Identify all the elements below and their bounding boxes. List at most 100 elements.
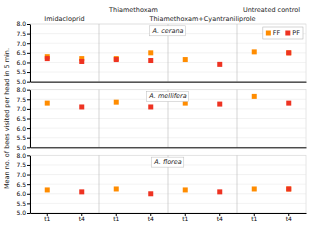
point bbox=[217, 102, 222, 107]
marks bbox=[45, 49, 292, 66]
y-tick: 5.0 bbox=[16, 209, 30, 216]
y-tick-label: 6.5 bbox=[16, 115, 26, 122]
panel-title-text: A. florea bbox=[153, 158, 182, 166]
group-divider bbox=[237, 155, 238, 213]
group-label: Imidacloprid bbox=[44, 15, 84, 23]
y-axis: 5.0 5.5 6.0 6.5 7.0 7.5 8.0 bbox=[16, 86, 30, 151]
group-divider bbox=[99, 155, 100, 213]
panel-title: A. mellifera bbox=[146, 91, 188, 101]
x-tick-label: t1 bbox=[44, 215, 50, 222]
panel-title-text: A. mellifera bbox=[148, 92, 186, 100]
y-tick-mark bbox=[27, 43, 30, 44]
y-tick: 6.0 bbox=[16, 190, 30, 197]
x-tick: t4 bbox=[286, 213, 292, 222]
point bbox=[79, 189, 84, 194]
y-tick-label: 6.5 bbox=[16, 181, 26, 188]
y-tick-label: 5.5 bbox=[16, 200, 26, 207]
y-tick: 7.0 bbox=[16, 171, 30, 178]
marks bbox=[45, 186, 292, 196]
point bbox=[148, 58, 153, 63]
y-tick-mark bbox=[27, 155, 30, 156]
y-tick-label: 7.0 bbox=[16, 40, 26, 47]
panel-title-box bbox=[149, 26, 185, 36]
y-tick-mark bbox=[27, 184, 30, 185]
point bbox=[183, 57, 188, 62]
panel-frame bbox=[30, 90, 306, 148]
group-labels: ImidaclopridThiamethoxamThiamethoxam+Cya… bbox=[44, 6, 300, 23]
y-tick-mark bbox=[27, 119, 30, 120]
x-axis-line bbox=[31, 147, 307, 148]
group-label: Thiamethoxam+Cyantraniliprole bbox=[149, 15, 256, 23]
x-axis: t1t4t1t4t1t4t1t4 bbox=[31, 213, 307, 222]
x-axis-line bbox=[31, 82, 307, 83]
x-tick: t4 bbox=[217, 213, 223, 222]
y-tick-label: 6.0 bbox=[16, 190, 26, 197]
x-tick-label: t4 bbox=[286, 215, 292, 222]
x-tick-label: t1 bbox=[113, 215, 119, 222]
y-tick: 8.0 bbox=[16, 86, 30, 93]
y-tick-label: 5.0 bbox=[16, 209, 26, 216]
point bbox=[286, 186, 291, 191]
y-tick-label: 5.0 bbox=[16, 144, 26, 151]
point bbox=[114, 100, 119, 105]
x-tick-label: t1 bbox=[251, 215, 257, 222]
point bbox=[286, 50, 291, 55]
point bbox=[114, 56, 119, 61]
series bbox=[79, 186, 291, 196]
y-tick-mark bbox=[27, 34, 30, 35]
y-tick: 7.0 bbox=[16, 105, 30, 112]
y-axis-line bbox=[30, 25, 31, 83]
y-tick: 6.5 bbox=[16, 115, 30, 122]
y-tick-label: 8.0 bbox=[16, 86, 26, 93]
y-tick: 5.0 bbox=[16, 144, 30, 151]
legend-label: FF bbox=[273, 29, 281, 37]
y-axis-line bbox=[30, 156, 31, 214]
y-tick: 5.5 bbox=[16, 68, 30, 75]
y-tick-label: 7.0 bbox=[16, 105, 26, 112]
y-tick-mark bbox=[27, 72, 30, 73]
panel-title: A. florea bbox=[151, 157, 184, 167]
y-tick: 6.5 bbox=[16, 49, 30, 56]
y-tick-mark bbox=[27, 90, 30, 91]
y-tick-mark bbox=[27, 175, 30, 176]
y-tick-label: 6.0 bbox=[16, 125, 26, 132]
y-tick-label: 8.0 bbox=[16, 152, 26, 159]
y-tick: 5.5 bbox=[16, 134, 30, 141]
y-axis-title: Mean no. of bees visited per head in 5 m… bbox=[3, 48, 11, 189]
group-divider bbox=[237, 90, 238, 148]
y-tick: 8.0 bbox=[16, 20, 30, 27]
y-tick: 7.5 bbox=[16, 96, 30, 103]
group-dividers bbox=[99, 90, 237, 148]
y-tick-label: 5.5 bbox=[16, 68, 26, 75]
y-tick: 7.0 bbox=[16, 40, 30, 47]
point bbox=[148, 50, 153, 55]
chart: 5.05.56.06.57.07.58.0A. ceranaFFPFImidac… bbox=[0, 0, 312, 227]
point bbox=[45, 56, 50, 61]
panel: 5.05.56.06.57.07.58.0t1t4t1t4t1t4t1t4A. … bbox=[16, 152, 306, 223]
point bbox=[148, 104, 153, 109]
y-tick-mark bbox=[27, 128, 30, 129]
series bbox=[79, 101, 291, 110]
x-tick-label: t4 bbox=[217, 215, 223, 222]
panel-title-text: A. cerana bbox=[151, 27, 183, 35]
x-axis-line bbox=[31, 213, 307, 214]
y-tick: 6.0 bbox=[16, 125, 30, 132]
x-axis bbox=[31, 147, 307, 148]
point bbox=[252, 94, 257, 99]
group-divider bbox=[99, 90, 100, 148]
panel: 5.0 5.5 6.0 6.5 7.0 7.5 8.0 A. mellifera bbox=[16, 86, 306, 151]
panel-title-box bbox=[151, 157, 184, 167]
panel-title: A. cerana bbox=[149, 26, 185, 36]
point bbox=[252, 186, 257, 191]
y-tick-label: 6.5 bbox=[16, 49, 26, 56]
y-tick-label: 7.5 bbox=[16, 161, 26, 168]
x-tick: t4 bbox=[79, 213, 85, 222]
group-dividers bbox=[99, 155, 237, 213]
y-tick-label: 7.0 bbox=[16, 171, 26, 178]
y-axis: 5.05.56.06.57.07.58.0 bbox=[16, 20, 30, 85]
panel-frame bbox=[30, 24, 306, 82]
y-tick-label: 5.5 bbox=[16, 134, 26, 141]
y-tick: 6.5 bbox=[16, 181, 30, 188]
y-tick-mark bbox=[27, 99, 30, 100]
point bbox=[286, 50, 291, 55]
